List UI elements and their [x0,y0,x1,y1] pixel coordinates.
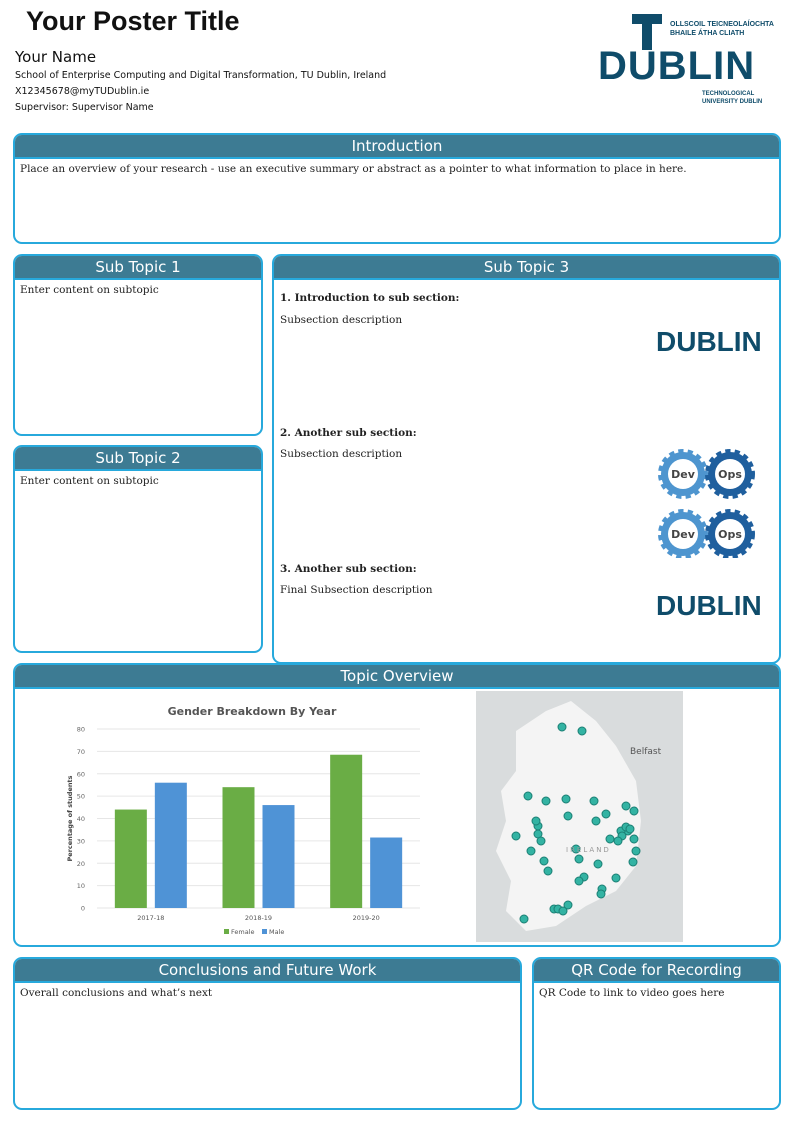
map-marker [536,836,546,846]
map-marker [605,834,615,844]
sub-topic-2-panel: Sub Topic 2 Enter content on subtopic [13,445,263,653]
x-tick-label: 2018-19 [245,914,272,922]
map-marker [526,846,536,856]
panel-text: Place an overview of your research - use… [20,163,687,175]
map-marker [621,801,631,811]
map-marker [558,906,568,916]
author-name: Your Name [15,48,97,66]
map-marker [591,816,601,826]
map-marker [571,844,581,854]
map-marker [613,836,623,846]
email: X12345678@myTUDublin.ie [15,86,150,97]
panel-title: Conclusions and Future Work [15,959,520,983]
bar-male [154,782,187,908]
qr-code-panel: QR Code for Recording QR Code to link to… [532,957,781,1110]
map-marker [574,876,584,886]
map-marker [611,873,621,883]
bar-male [370,837,403,908]
map-marker [557,722,567,732]
topic-overview-panel: Topic Overview Gender Breakdown By Year 0… [13,663,781,947]
map-marker [531,816,541,826]
y-tick-label: 80 [77,726,85,734]
y-tick-label: 30 [77,837,85,845]
map-marker [563,811,573,821]
map-marker [628,857,638,867]
svg-text:Dev: Dev [671,468,696,481]
panel-text: Overall conclusions and what’s next [20,987,213,999]
sub-topic-1-panel: Sub Topic 1 Enter content on subtopic [13,254,263,436]
panel-title: Sub Topic 1 [15,256,261,280]
devops-gear-icon: Dev Ops Dev Ops [658,448,758,562]
map-marker [629,806,639,816]
map-marker [593,859,603,869]
x-tick-label: 2019-20 [353,914,380,922]
map-marker [625,824,635,834]
map-marker [523,791,533,801]
panel-title: Topic Overview [15,665,779,689]
y-axis-label: Percentage of students [66,775,74,861]
section-text: Subsection description [280,448,403,460]
map-marker [577,726,587,736]
conclusions-panel: Conclusions and Future Work Overall conc… [13,957,522,1110]
panel-text: Enter content on subtopic [20,284,159,296]
map-marker [629,834,639,844]
bar-female [330,754,363,908]
y-tick-label: 40 [77,815,85,823]
gender-bar-chart: Gender Breakdown By Year 0 10 20 30 40 50 60 70 8… [66,705,420,936]
section-heading: 3. Another sub section: [280,563,417,575]
school: School of Enterprise Computing and Digit… [15,70,387,81]
svg-text:Dev: Dev [671,528,696,541]
ireland-map: Belfast IRELAND [476,691,683,942]
y-tick-label: 0 [81,905,85,913]
map-marker [589,796,599,806]
bar-male [262,805,295,908]
y-tick-label: 20 [77,860,85,868]
y-tick-label: 50 [77,793,85,801]
tu-dublin-logo-small: DUBLIN [656,326,762,357]
map-marker [541,796,551,806]
section-heading: 1. Introduction to sub section: [280,292,460,304]
section-text: Subsection description [280,314,403,326]
panel-title: QR Code for Recording [534,959,779,983]
y-tick-label: 10 [77,882,85,890]
legend-swatch [224,929,229,934]
map-marker [519,914,529,924]
map-marker [563,900,573,910]
sub-topic-3-panel: Sub Topic 3 1. Introduction to sub secti… [272,254,781,664]
panel-title: Sub Topic 2 [15,447,261,471]
y-tick-label: 70 [77,748,85,756]
map-marker [511,831,521,841]
map-marker [574,854,584,864]
map-marker [543,866,553,876]
svg-text:Ops: Ops [718,468,742,481]
bar-female [114,809,147,908]
panel-title: Introduction [15,135,779,159]
svg-text:Ops: Ops [718,528,742,541]
y-tick-label: 60 [77,770,85,778]
map-marker [561,794,571,804]
panel-text: QR Code to link to video goes here [539,987,725,999]
map-marker [539,856,549,866]
section-heading: 2. Another sub section: [280,427,417,439]
legend-label: Male [269,928,284,936]
tu-dublin-logo-small: DUBLIN [656,590,762,621]
bar-female [222,787,255,908]
supervisor: Supervisor: Supervisor Name [15,102,154,113]
legend-label: Female [231,928,255,936]
svg-text:IRELAND: IRELAND [566,846,611,854]
chart-title: Gender Breakdown By Year [168,705,337,718]
map-marker [596,889,606,899]
poster-title: Your Poster Title [26,6,240,36]
map-marker [601,809,611,819]
map-marker [631,846,641,856]
tu-dublin-logo: DUBLIN OLLSCOIL TEICNEOLAÍOCHTA BHAILE ÁT… [598,14,778,124]
panel-title: Sub Topic 3 [274,256,779,280]
section-text: Final Subsection description [280,584,433,596]
legend-swatch [262,929,267,934]
x-tick-label: 2017-18 [137,914,164,922]
svg-text:Belfast: Belfast [630,747,662,757]
introduction-panel: Introduction Place an overview of your r… [13,133,781,244]
panel-text: Enter content on subtopic [20,475,159,487]
